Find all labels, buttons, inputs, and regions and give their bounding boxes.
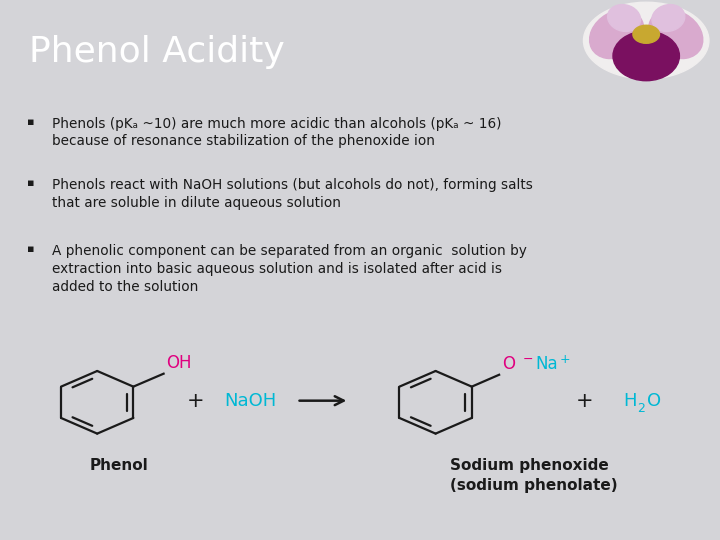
Text: +: + [559,353,570,366]
Ellipse shape [590,10,644,58]
Ellipse shape [613,31,680,80]
Text: A phenolic component can be separated from an organic  solution by
extraction in: A phenolic component can be separated fr… [52,245,527,294]
Text: +: + [187,390,204,411]
Text: O: O [502,355,515,373]
Text: Phenols react with NaOH solutions (but alcohols do not), forming salts
that are : Phenols react with NaOH solutions (but a… [52,178,533,210]
Text: 2: 2 [638,402,645,415]
Ellipse shape [608,5,641,31]
Text: Phenol Acidity: Phenol Acidity [29,35,284,69]
Ellipse shape [583,2,709,79]
Text: NaOH: NaOH [225,392,276,410]
Text: O: O [647,392,662,410]
Text: +: + [576,390,593,411]
Text: H: H [623,392,636,410]
Ellipse shape [649,10,703,58]
Text: Sodium phenoxide
(sodium phenolate): Sodium phenoxide (sodium phenolate) [450,458,618,492]
Ellipse shape [652,5,685,31]
Text: ▪: ▪ [27,178,35,188]
Text: Na: Na [535,355,558,373]
Text: Phenols (pKₐ ~10) are much more acidic than alcohols (pKₐ ~ 16)
because of reson: Phenols (pKₐ ~10) are much more acidic t… [52,117,501,148]
Text: OH: OH [166,354,192,372]
Text: ▪: ▪ [27,117,35,126]
Ellipse shape [633,25,660,43]
Text: ▪: ▪ [27,245,35,254]
Text: Phenol: Phenol [90,458,149,473]
Text: −: − [523,353,533,366]
